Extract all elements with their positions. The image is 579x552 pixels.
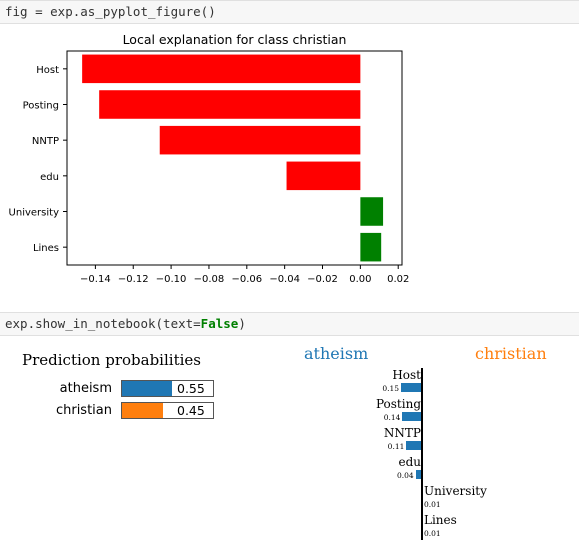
x-tick-label: −0.02 bbox=[307, 274, 338, 285]
feature-value-posting: 0.14 bbox=[383, 413, 401, 422]
feature-bar-host bbox=[401, 383, 421, 392]
bar-university bbox=[360, 197, 384, 226]
prob-bar-atheism bbox=[122, 381, 173, 396]
code-text: fig = exp.as_pyplot_figure() bbox=[5, 4, 216, 19]
code-cell-1[interactable]: fig = exp.as_pyplot_figure() bbox=[0, 0, 579, 24]
feature-value-university: 0.01 bbox=[424, 500, 441, 509]
bar-chart: Local explanation for class christian Hos… bbox=[9, 32, 410, 285]
y-tick-label-university: University bbox=[9, 208, 60, 219]
x-tick-label: 0.02 bbox=[387, 274, 409, 285]
prob-box-christian: 0.45 bbox=[121, 402, 214, 419]
y-tick-label-edu: edu bbox=[40, 172, 59, 183]
lime-output: Prediction probabilities atheism 0.55 ch… bbox=[0, 340, 579, 552]
feature-name-edu: edu bbox=[398, 455, 421, 469]
code-keyword: False bbox=[200, 316, 239, 331]
code-cell-2[interactable]: exp.show_in_notebook(text=False) bbox=[0, 312, 579, 336]
x-tick-label: −0.04 bbox=[269, 274, 300, 285]
y-tick-label-posting: Posting bbox=[23, 101, 59, 112]
code-text-prefix: exp.show_in_notebook(text= bbox=[5, 316, 201, 331]
feature-bar-edu bbox=[415, 470, 421, 479]
class-label-atheism: atheism bbox=[304, 344, 369, 363]
prob-value-christian: 0.45 bbox=[177, 403, 205, 418]
x-tick-label: −0.12 bbox=[118, 274, 149, 285]
x-tick-label: 0.00 bbox=[349, 274, 371, 285]
feature-value-nntp: 0.11 bbox=[387, 442, 405, 451]
bar-edu bbox=[286, 161, 361, 191]
feature-name-host: Host bbox=[392, 368, 421, 382]
x-tick-label: −0.14 bbox=[80, 274, 111, 285]
prob-value-atheism: 0.55 bbox=[177, 381, 205, 396]
feature-axis-line bbox=[421, 368, 423, 540]
prob-label-christian: christian bbox=[55, 403, 112, 418]
bar-lines bbox=[360, 232, 382, 262]
prob-box-atheism: 0.55 bbox=[121, 380, 214, 397]
chart-title: Local explanation for class christian bbox=[123, 32, 347, 47]
y-tick-label-nntp: NNTP bbox=[32, 136, 59, 147]
feature-bar-posting bbox=[402, 412, 421, 421]
bar-host bbox=[82, 54, 361, 84]
feature-value-host: 0.15 bbox=[382, 384, 400, 393]
feature-bar-nntp bbox=[406, 441, 421, 450]
code-text-suffix: ) bbox=[238, 316, 246, 331]
axes-frame bbox=[66, 50, 403, 266]
feature-value-edu: 0.04 bbox=[396, 471, 414, 480]
feature-name-lines: Lines bbox=[424, 513, 457, 527]
feature-name-nntp: NNTP bbox=[383, 426, 421, 440]
x-tick-label: −0.10 bbox=[156, 274, 187, 285]
feature-name-posting: Posting bbox=[375, 397, 421, 411]
x-tick-label: −0.06 bbox=[231, 274, 262, 285]
y-tick-label-host: Host bbox=[36, 65, 59, 76]
prob-label-atheism: atheism bbox=[59, 381, 112, 396]
class-label-christian: christian bbox=[475, 344, 547, 363]
y-tick-label-lines: Lines bbox=[33, 243, 59, 254]
bar-posting bbox=[99, 90, 361, 119]
x-tick-label: −0.08 bbox=[194, 274, 225, 285]
prediction-probabilities-title: Prediction probabilities bbox=[22, 351, 201, 369]
prob-bar-christian bbox=[122, 403, 163, 418]
bar-nntp bbox=[159, 125, 361, 155]
feature-name-university: University bbox=[424, 484, 487, 498]
feature-value-lines: 0.01 bbox=[424, 529, 441, 538]
